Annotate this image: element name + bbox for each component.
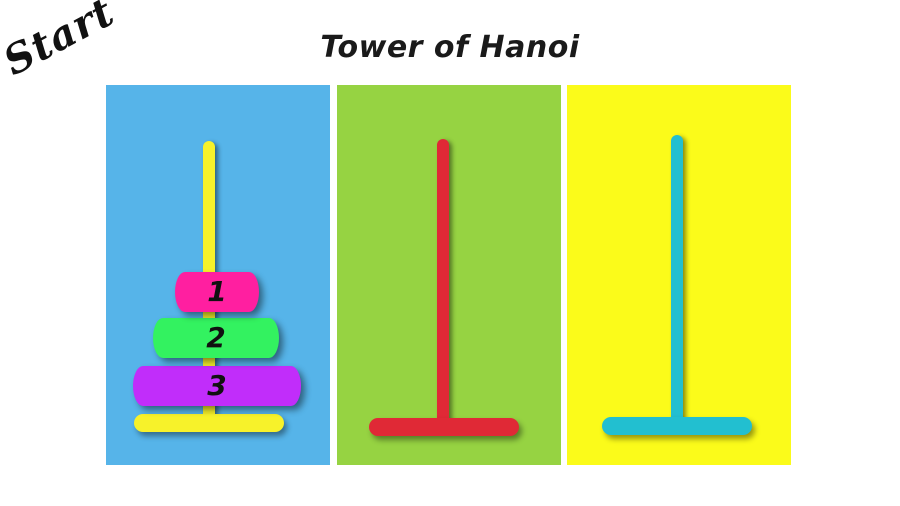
tower-panel-2[interactable] xyxy=(337,85,561,465)
disk-3-label: 3 xyxy=(207,369,227,402)
tower-panel-1[interactable]: 3 2 1 xyxy=(106,85,330,465)
tower-2-rod xyxy=(437,139,449,429)
disk-2[interactable]: 2 xyxy=(153,318,279,358)
disk-1-label: 1 xyxy=(207,275,227,308)
tower-3-base xyxy=(602,417,752,435)
tower-panel-3[interactable] xyxy=(567,85,791,465)
disk-1[interactable]: 1 xyxy=(175,272,259,312)
disk-2-label: 2 xyxy=(206,321,226,354)
tower-3-rod xyxy=(671,135,683,427)
tower-2-base xyxy=(369,418,519,436)
disk-3[interactable]: 3 xyxy=(133,366,301,406)
tower-1-base xyxy=(134,414,284,432)
game-title: Tower of Hanoi xyxy=(320,30,580,65)
